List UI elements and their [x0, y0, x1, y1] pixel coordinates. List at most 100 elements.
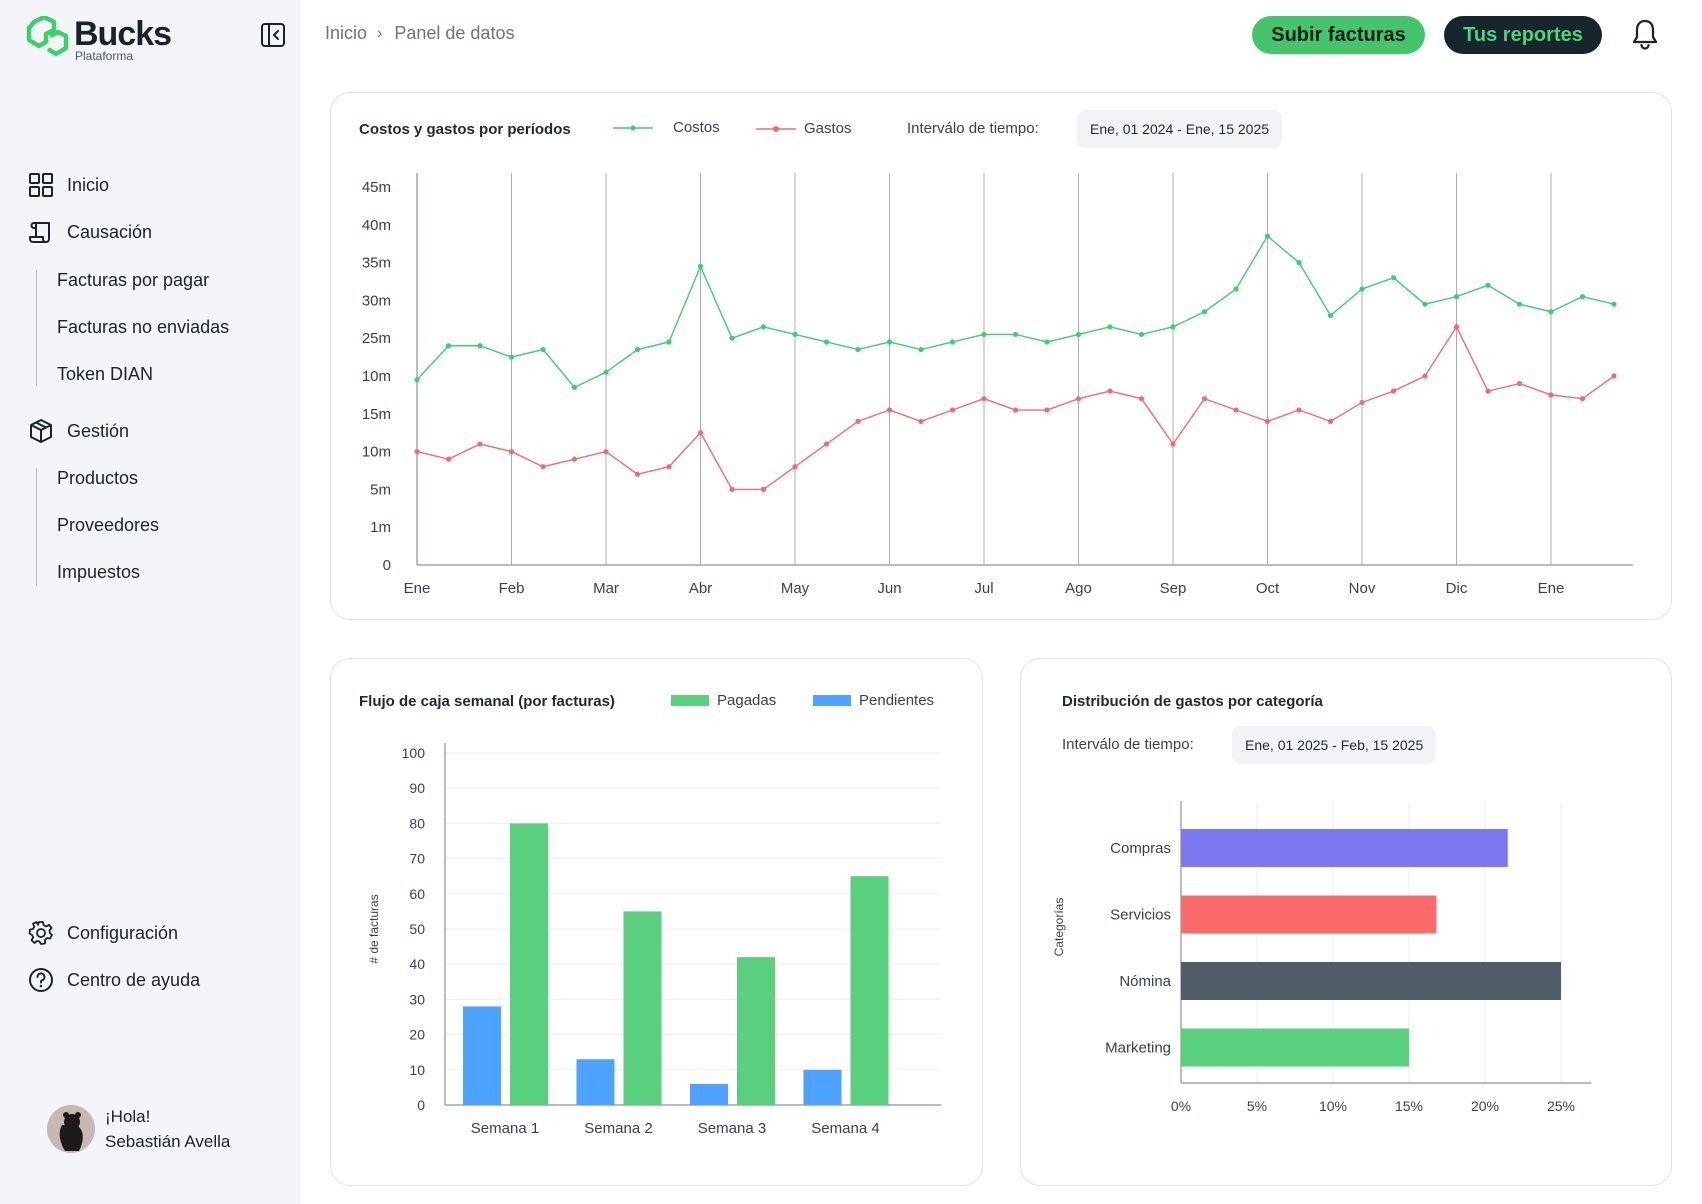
y-tick-label: 10 [409, 1062, 425, 1078]
reports-button[interactable]: Tus reportes [1444, 16, 1602, 54]
weekly-cashflow-card: Flujo de caja semanal (por facturas) Pag… [330, 658, 983, 1186]
bar-pagadas [850, 876, 889, 1105]
y-tick-label: 80 [409, 815, 425, 831]
x-tick-label: Ene [1538, 580, 1565, 597]
bar-pagadas [623, 911, 662, 1105]
data-point [1548, 309, 1554, 315]
x-tick-label: Abr [689, 580, 712, 597]
data-point [1453, 324, 1460, 330]
y-tick-label: 0 [417, 1097, 425, 1113]
legend-pagadas[interactable]: Pagadas [671, 692, 776, 709]
legend-costos[interactable]: Costos [613, 119, 720, 136]
data-point [918, 418, 924, 424]
data-point [1327, 312, 1334, 319]
y-tick-label: 30 [409, 991, 425, 1007]
legend-swatch [671, 695, 709, 706]
sidebar-item-inicio[interactable]: Inicio [28, 172, 109, 198]
x-tick-label: May [781, 580, 810, 597]
sidebar-item-label: Centro de ayuda [67, 969, 201, 990]
data-point [1233, 286, 1239, 292]
x-tick-label: 20% [1471, 1098, 1499, 1114]
data-point [1044, 339, 1050, 345]
data-point [1359, 399, 1365, 406]
sidebar-item-proveedores[interactable]: Proveedores [57, 515, 160, 535]
legend-gastos[interactable]: Gastos [756, 120, 852, 137]
sidebar-item-token-dian[interactable]: Token DIAN [57, 364, 154, 384]
hbar-chart-title: Distribución de gastos por categoría [1062, 693, 1323, 710]
series-line-costos [416, 235, 1615, 389]
y-tick-label: 15m [362, 406, 391, 423]
category-distribution-card: Distribución de gastos por categoría Int… [1020, 658, 1672, 1186]
sidebar-item-label: Inicio [67, 174, 110, 195]
data-point [508, 354, 515, 360]
data-point [571, 456, 578, 462]
x-tick-label: Ago [1065, 580, 1092, 597]
data-point [1107, 388, 1113, 394]
x-tick-label: Semana 3 [698, 1120, 766, 1137]
data-point [540, 464, 546, 470]
box-icon [30, 419, 52, 443]
legend-swatch [813, 695, 851, 706]
x-tick-label: Oct [1256, 580, 1280, 597]
y-tick-label: 0 [383, 557, 391, 574]
x-tick-label: Semana 2 [584, 1120, 652, 1137]
data-point [1390, 275, 1397, 281]
bar-pagadas [510, 823, 548, 1105]
bar-compras [1181, 829, 1508, 867]
data-point [1075, 396, 1082, 402]
bar-pendientes [463, 1006, 501, 1105]
data-point [1107, 324, 1113, 330]
data-point [949, 407, 956, 413]
data-point [1611, 301, 1617, 307]
y-tick-label: 60 [409, 886, 425, 902]
data-point [1012, 407, 1019, 413]
data-point [1485, 282, 1491, 288]
data-point [603, 449, 609, 455]
data-point [886, 339, 893, 345]
sidebar-item-impuestos[interactable]: Impuestos [57, 562, 141, 582]
collapse-sidebar-icon[interactable] [260, 22, 286, 48]
x-tick-label: Nov [1349, 580, 1376, 597]
interval-selector[interactable]: Ene, 01 2025 - Feb, 15 2025 [1232, 726, 1437, 764]
bell-icon[interactable] [1630, 18, 1660, 50]
user-name: Sebastián Avella [105, 1132, 231, 1151]
sidebar-item-centro-de-ayuda[interactable]: Centro de ayuda [28, 967, 200, 993]
legend-pendientes[interactable]: Pendientes [813, 692, 934, 709]
line-chart-title: Costos y gastos por períodos [359, 121, 571, 138]
data-point [1044, 407, 1050, 413]
data-point [1170, 441, 1176, 447]
user-profile[interactable]: ¡Hola! Sebastián Avella [47, 1104, 230, 1154]
brand-logo[interactable]: Bucks Plataforma [26, 16, 172, 63]
sidebar-item-productos[interactable]: Productos [57, 468, 139, 488]
data-point [414, 377, 420, 383]
line-chart: Ene Feb Mar Abr May Jun Jul Ago Sep Oct Nov Dic Ene 0… [362, 173, 1633, 597]
legend-label: Pendientes [859, 692, 935, 709]
data-point [1296, 407, 1302, 413]
data-point [792, 464, 798, 470]
breadcrumb-home[interactable]: Inicio [325, 23, 368, 43]
y-tick-label: 10m [362, 368, 391, 385]
bar-pendientes [690, 1083, 728, 1105]
data-point [981, 396, 987, 402]
sidebar-item-configuracion[interactable]: Configuración [28, 920, 178, 946]
data-point [1327, 418, 1334, 424]
data-point [634, 471, 641, 477]
data-point [1485, 388, 1491, 394]
data-point [666, 339, 672, 345]
sidebar-item-causacion[interactable]: Causación [28, 219, 152, 245]
sidebar-item-facturas-no-enviadas[interactable]: Facturas no enviadas [57, 317, 230, 337]
sidebar-item-facturas-por-pagar[interactable]: Facturas por pagar [57, 270, 210, 290]
x-tick-label: Ene [404, 580, 431, 597]
category-label: Marketing [1105, 1040, 1171, 1057]
bar-nómina [1181, 962, 1561, 1000]
upload-invoices-button[interactable]: Subir facturas [1252, 16, 1425, 54]
data-point [477, 343, 483, 349]
bar-marketing [1181, 1028, 1409, 1067]
avatar [47, 1105, 95, 1153]
y-tick-label: 100 [402, 745, 426, 761]
data-point [1138, 396, 1145, 402]
interval-selector[interactable]: Ene, 01 2024 - Ene, 15 2025 [1077, 110, 1283, 148]
data-point [1422, 373, 1428, 379]
data-point [1264, 233, 1271, 239]
sidebar-item-gestion[interactable]: Gestión [28, 418, 129, 444]
